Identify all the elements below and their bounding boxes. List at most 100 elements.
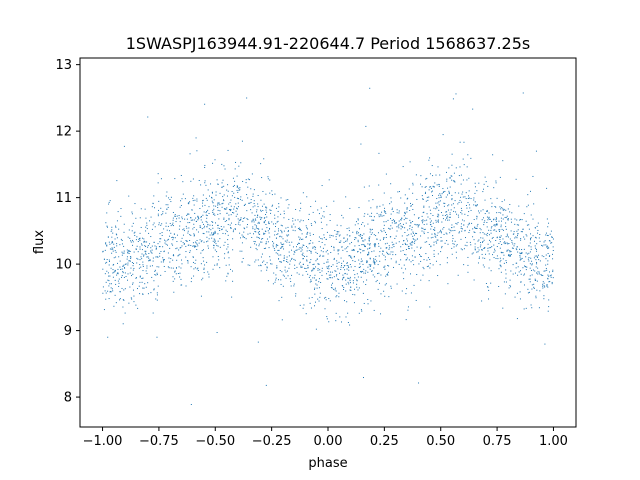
data-point xyxy=(539,234,541,235)
data-point xyxy=(131,211,133,213)
data-point xyxy=(175,267,177,269)
data-point xyxy=(214,231,216,233)
data-point xyxy=(345,196,347,198)
data-point xyxy=(331,235,333,237)
data-point xyxy=(195,137,197,139)
data-point xyxy=(155,248,157,250)
data-point xyxy=(346,262,348,264)
data-point xyxy=(200,219,202,221)
data-point xyxy=(547,226,549,228)
data-point xyxy=(156,256,158,258)
data-point xyxy=(286,241,288,243)
data-point xyxy=(413,264,415,266)
data-point xyxy=(234,168,236,170)
data-point xyxy=(412,242,414,244)
data-point xyxy=(510,230,512,232)
data-point xyxy=(426,213,428,215)
data-point xyxy=(123,299,125,301)
data-point xyxy=(150,251,152,253)
data-point xyxy=(239,198,241,200)
data-point xyxy=(120,208,122,210)
data-point xyxy=(246,97,248,99)
data-point xyxy=(335,236,337,238)
data-point xyxy=(202,277,204,279)
y-tick-label: 8 xyxy=(64,391,72,406)
data-point xyxy=(509,279,511,281)
data-point xyxy=(254,243,256,245)
data-point xyxy=(243,227,245,229)
data-point xyxy=(212,202,214,204)
data-point xyxy=(217,224,219,226)
data-point xyxy=(291,274,293,276)
data-point xyxy=(547,263,549,265)
data-point xyxy=(368,264,370,266)
data-point xyxy=(211,197,213,199)
data-point xyxy=(312,277,314,279)
data-point xyxy=(293,250,295,252)
data-point xyxy=(312,269,314,271)
data-point xyxy=(257,231,259,233)
data-point xyxy=(147,282,149,284)
data-point xyxy=(445,219,447,221)
data-point xyxy=(461,228,463,230)
data-point xyxy=(488,212,490,214)
data-point xyxy=(164,270,166,272)
data-point xyxy=(420,260,422,262)
data-point xyxy=(442,214,444,216)
data-point xyxy=(343,300,345,302)
data-point xyxy=(448,190,450,192)
data-point xyxy=(223,217,225,219)
data-point xyxy=(305,225,307,227)
data-point xyxy=(211,232,212,234)
data-point xyxy=(133,295,135,297)
data-point xyxy=(448,228,450,230)
data-point xyxy=(157,215,159,217)
data-point xyxy=(260,218,262,220)
data-point xyxy=(204,103,206,105)
data-point xyxy=(455,251,457,253)
data-point xyxy=(386,253,388,255)
data-point xyxy=(102,292,104,294)
data-point xyxy=(366,262,368,264)
data-point xyxy=(437,213,439,215)
data-point xyxy=(358,234,360,236)
data-point xyxy=(383,228,385,230)
data-point xyxy=(212,210,214,212)
data-point xyxy=(309,242,311,244)
data-point xyxy=(225,280,227,282)
data-point xyxy=(140,256,142,258)
data-point xyxy=(460,174,462,176)
data-point xyxy=(299,247,301,249)
data-point xyxy=(116,272,118,274)
data-point xyxy=(454,240,456,242)
data-point xyxy=(311,297,313,299)
data-point xyxy=(384,243,386,245)
data-point xyxy=(356,283,358,285)
data-point xyxy=(378,272,380,274)
data-point xyxy=(504,243,506,245)
data-point xyxy=(230,227,232,229)
data-point xyxy=(228,257,230,259)
data-point xyxy=(231,270,233,272)
data-point xyxy=(385,275,387,277)
data-point xyxy=(223,218,225,220)
data-point xyxy=(418,263,420,265)
data-point xyxy=(176,241,178,243)
data-point xyxy=(193,245,195,247)
data-point xyxy=(111,236,113,238)
data-point xyxy=(163,266,165,267)
data-point xyxy=(454,229,456,231)
data-point xyxy=(546,269,548,271)
data-point xyxy=(400,246,402,248)
data-point xyxy=(297,219,299,221)
data-point xyxy=(342,274,344,276)
data-point xyxy=(129,237,131,239)
data-point xyxy=(346,228,348,230)
data-point xyxy=(365,125,367,127)
data-point xyxy=(127,251,129,253)
data-point xyxy=(502,238,504,240)
data-point xyxy=(486,226,488,228)
data-point xyxy=(287,261,289,263)
data-point xyxy=(281,232,283,234)
data-point xyxy=(404,242,406,244)
